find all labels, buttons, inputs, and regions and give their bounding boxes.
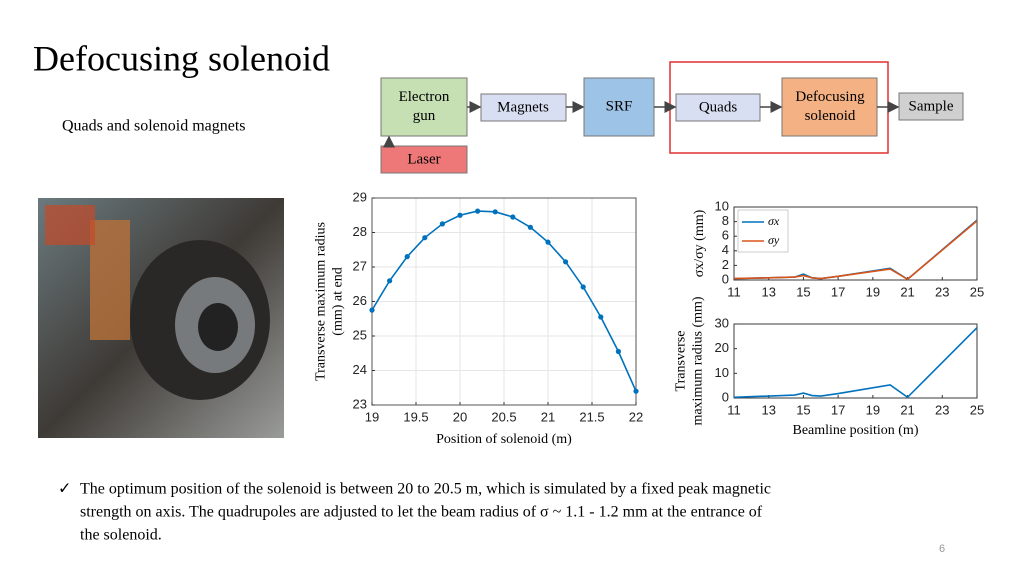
y-tick-label: 10 bbox=[715, 198, 729, 213]
x-tick-label: 11 bbox=[727, 402, 741, 417]
legend-label: σy bbox=[768, 233, 780, 247]
plot-frame bbox=[733, 323, 978, 399]
data-point bbox=[563, 259, 569, 265]
y-tick-label: 20 bbox=[715, 340, 729, 355]
box-label: solenoid bbox=[805, 108, 856, 124]
x-tick-label: 23 bbox=[935, 402, 949, 417]
x-tick-label: 20.5 bbox=[491, 409, 516, 424]
bullet-text: the solenoid. bbox=[80, 527, 162, 544]
data-line bbox=[733, 220, 978, 281]
data-point bbox=[598, 314, 604, 320]
data-point bbox=[615, 348, 622, 355]
x-tick-label: 21 bbox=[900, 402, 914, 417]
x-tick-label: 19 bbox=[866, 402, 880, 417]
data-point bbox=[527, 224, 534, 230]
x-tick-label: 25 bbox=[970, 284, 984, 299]
plot-frame bbox=[371, 197, 637, 406]
data-line bbox=[371, 210, 637, 392]
box-label: gun bbox=[413, 108, 436, 124]
y-tick-label: 27 bbox=[353, 258, 367, 273]
x-tick-label: 13 bbox=[761, 284, 775, 299]
x-tick-label: 19 bbox=[866, 284, 880, 299]
y-tick-label: 24 bbox=[353, 362, 367, 377]
data-line bbox=[733, 327, 978, 399]
y-tick-label: 23 bbox=[353, 396, 367, 411]
slide-title: Defocusing solenoid bbox=[33, 38, 330, 78]
data-point bbox=[369, 307, 375, 313]
box-label: Quads bbox=[699, 99, 737, 115]
x-tick-label: 11 bbox=[727, 284, 741, 299]
x-tick-label: 15 bbox=[796, 402, 810, 417]
data-point bbox=[475, 208, 481, 214]
x-tick-label: 20 bbox=[453, 409, 467, 424]
data-point bbox=[439, 221, 445, 227]
x-tick-label: 21 bbox=[900, 284, 914, 299]
plot-area bbox=[733, 323, 978, 399]
subtitle: Quads and solenoid magnets bbox=[62, 118, 246, 135]
y-axis-label: Transverse bbox=[674, 331, 689, 392]
y-tick-label: 2 bbox=[722, 257, 729, 272]
x-tick-label: 13 bbox=[761, 402, 775, 417]
bullet-text: The optimum position of the solenoid is … bbox=[80, 481, 771, 498]
y-tick-label: 4 bbox=[722, 242, 729, 257]
box-label: Magnets bbox=[497, 99, 549, 115]
bullet-text: strength on axis. The quadrupoles are ad… bbox=[80, 504, 763, 521]
y-tick-label: 30 bbox=[715, 315, 729, 330]
y-tick-label: 10 bbox=[715, 365, 729, 380]
y-tick-label: 26 bbox=[353, 293, 367, 308]
data-point bbox=[633, 388, 639, 394]
x-tick-label: 17 bbox=[831, 284, 845, 299]
box-label: SRF bbox=[606, 98, 633, 114]
x-tick-label: 19.5 bbox=[403, 409, 428, 424]
legend-box bbox=[737, 209, 789, 253]
plot-frame bbox=[733, 206, 978, 281]
y-tick-label: 28 bbox=[353, 224, 367, 239]
box-label: Laser bbox=[407, 151, 440, 167]
diagram: Electron gun Laser Magnets SRF Quads Defocusin… bbox=[380, 61, 964, 174]
x-tick-label: 19 bbox=[365, 409, 379, 424]
data-point bbox=[422, 235, 428, 241]
y-tick-label: 6 bbox=[722, 228, 729, 243]
data-point bbox=[545, 239, 551, 245]
x-tick-label: 25 bbox=[970, 402, 984, 417]
x-tick-label: 22 bbox=[629, 409, 643, 424]
data-point bbox=[492, 209, 498, 215]
page-number: 6 bbox=[939, 543, 945, 555]
x-axis-label: Beamline position (m) bbox=[793, 423, 919, 438]
legend-label: σx bbox=[768, 214, 780, 228]
photo bbox=[38, 198, 284, 438]
x-axis-label: Position of solenoid (m) bbox=[436, 432, 572, 447]
y-tick-label: 0 bbox=[722, 271, 729, 286]
y-tick-label: 29 bbox=[353, 189, 367, 204]
x-tick-label: 17 bbox=[831, 402, 845, 417]
y-axis-label: maximum radius (mm) bbox=[691, 296, 706, 425]
box-label: Defocusing bbox=[795, 89, 865, 105]
y-tick-label: 0 bbox=[722, 389, 729, 404]
x-tick-label: 21 bbox=[541, 409, 555, 424]
data-point bbox=[457, 212, 463, 218]
y-axis-label: σx/σy (mm) bbox=[692, 209, 707, 277]
y-tick-label: 8 bbox=[722, 213, 729, 228]
data-point bbox=[404, 254, 410, 260]
x-tick-label: 23 bbox=[935, 284, 949, 299]
data-point bbox=[387, 278, 393, 284]
y-axis-label: Transverse maximum radius bbox=[314, 222, 329, 381]
y-axis-label: (mm) at end bbox=[331, 267, 346, 335]
box-label: Sample bbox=[909, 98, 954, 114]
box-label: Electron bbox=[399, 89, 450, 105]
data-point bbox=[580, 284, 586, 290]
y-tick-label: 25 bbox=[353, 327, 367, 342]
x-tick-label: 15 bbox=[796, 284, 810, 299]
bullet-mark: ✓ bbox=[58, 481, 71, 498]
x-tick-label: 21.5 bbox=[579, 409, 604, 424]
data-point bbox=[510, 214, 516, 220]
